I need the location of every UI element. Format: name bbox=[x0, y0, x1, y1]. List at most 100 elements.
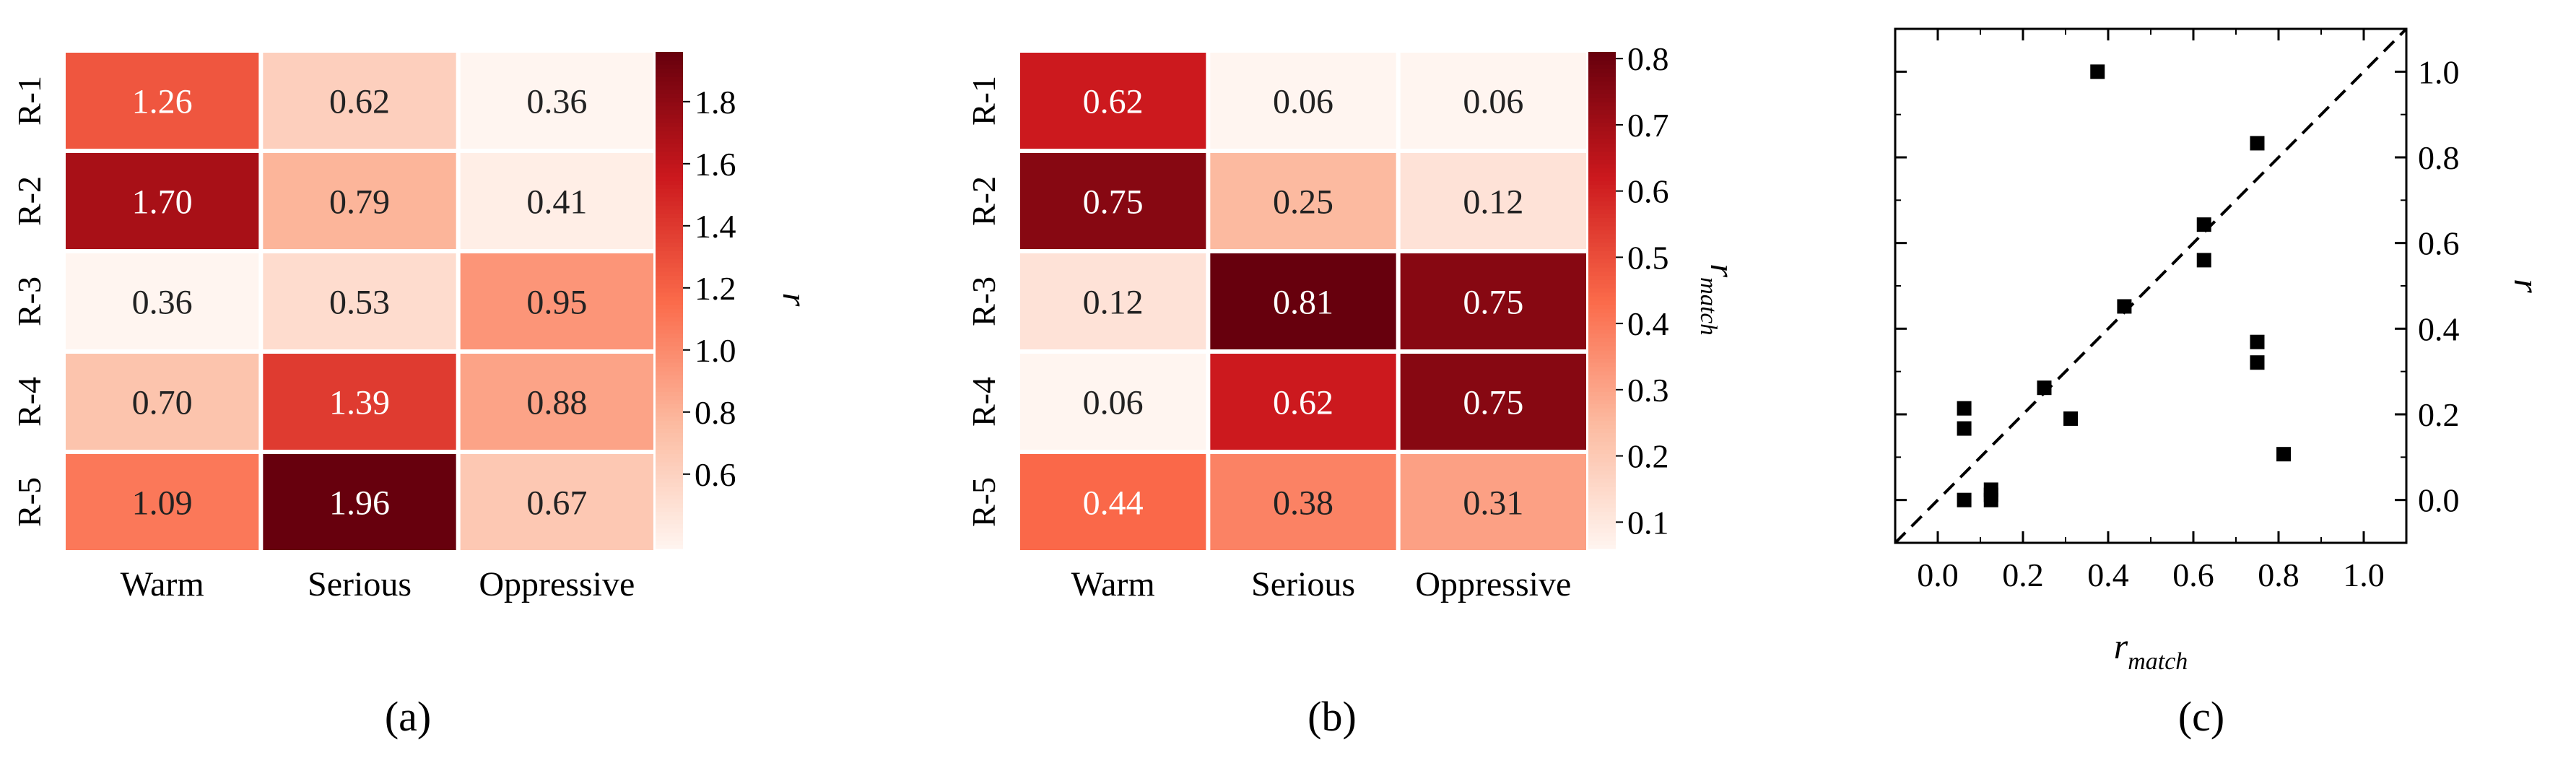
colorbar-segment bbox=[656, 507, 683, 512]
colorbar-tick-label: 0.6 bbox=[695, 456, 736, 493]
colorbar-segment bbox=[1588, 362, 1616, 367]
colorbar-segment bbox=[656, 114, 683, 119]
colorbar-segment bbox=[1588, 424, 1616, 430]
scatter-panel-c: 0.0 0.2 0.4 0.6 0.8 1.00.00.20.40.60.81.0rmat… bbox=[1894, 27, 2547, 740]
colorbar-segment bbox=[1588, 532, 1616, 537]
colorbar-segment bbox=[656, 470, 683, 475]
y-axis-label: r bbox=[2507, 279, 2547, 293]
reference-line bbox=[1894, 27, 2408, 544]
colorbar-segment bbox=[656, 308, 683, 313]
heatmap-cell bbox=[1020, 253, 1206, 349]
heatmap-cell bbox=[1400, 454, 1586, 550]
colorbar-segment bbox=[656, 532, 683, 537]
colorbar-segment bbox=[1588, 242, 1616, 248]
colorbar-segment bbox=[656, 155, 683, 160]
heatmap-cell bbox=[263, 153, 456, 249]
colorbar-segment bbox=[1588, 378, 1616, 384]
colorbar-segment bbox=[656, 536, 683, 541]
colorbar-segment bbox=[1588, 254, 1616, 260]
colorbar-segment bbox=[656, 258, 683, 263]
heatmap-cell bbox=[460, 454, 653, 550]
colorbar-segment bbox=[1588, 230, 1616, 235]
colorbar-segment bbox=[1588, 470, 1616, 475]
colorbar-segment bbox=[1588, 349, 1616, 355]
heatmap-cell bbox=[66, 454, 259, 550]
cell-value-label: 0.67 bbox=[526, 484, 587, 523]
panel-label: (c) bbox=[2178, 693, 2224, 740]
colorbar-segment bbox=[656, 101, 683, 107]
colorbar-segment bbox=[1588, 213, 1616, 218]
colorbar-segment bbox=[656, 110, 683, 115]
colorbar-segment bbox=[656, 366, 683, 372]
colorbar-segment bbox=[656, 354, 683, 359]
row-label: R-4 bbox=[11, 377, 48, 427]
cell-value-label: 0.06 bbox=[1273, 83, 1333, 121]
colorbar-segment bbox=[1588, 507, 1616, 512]
colorbar-segment bbox=[1588, 77, 1616, 82]
colorbar-segment bbox=[656, 337, 683, 342]
colorbar-tick-label: 1.4 bbox=[695, 208, 736, 245]
colorbar-segment bbox=[656, 287, 683, 293]
heatmap-cell bbox=[1400, 253, 1586, 349]
scatter-point bbox=[2196, 253, 2211, 268]
colorbar-segment bbox=[1588, 196, 1616, 201]
colorbar-tick-label: 0.3 bbox=[1627, 372, 1669, 409]
column-label: Serious bbox=[308, 565, 412, 603]
colorbar-segment bbox=[1588, 258, 1616, 263]
colorbar-segment bbox=[656, 72, 683, 77]
colorbar-segment bbox=[656, 56, 683, 61]
colorbar-tick-label: 0.4 bbox=[1627, 305, 1669, 342]
cell-value-label: 0.25 bbox=[1273, 183, 1333, 222]
colorbar-segment bbox=[1588, 341, 1616, 346]
cell-value-label: 0.81 bbox=[1273, 284, 1333, 322]
cell-value-label: 0.06 bbox=[1083, 384, 1144, 422]
colorbar-segment bbox=[656, 445, 683, 450]
row-label: R-3 bbox=[11, 276, 48, 326]
colorbar-segment bbox=[1588, 52, 1616, 57]
colorbar-segment bbox=[1588, 110, 1616, 115]
colorbar-segment bbox=[656, 482, 683, 487]
colorbar-segment bbox=[656, 167, 683, 173]
colorbar-label-base: r bbox=[1703, 263, 1741, 277]
cell-value-label: 0.62 bbox=[1083, 83, 1144, 121]
heatmap-cell bbox=[1210, 153, 1396, 249]
colorbar-segment bbox=[1588, 511, 1616, 516]
colorbar-segment bbox=[1588, 399, 1616, 404]
colorbar-segment bbox=[656, 499, 683, 504]
colorbar-segment bbox=[1588, 494, 1616, 500]
colorbar-segment bbox=[656, 296, 683, 301]
heatmap-cell bbox=[460, 354, 653, 450]
colorbar-segment bbox=[1588, 482, 1616, 487]
colorbar-segment bbox=[1588, 176, 1616, 181]
colorbar-segment bbox=[1588, 201, 1616, 206]
colorbar-segment bbox=[656, 196, 683, 201]
colorbar-segment bbox=[656, 60, 683, 65]
row-label: R-4 bbox=[965, 377, 1002, 427]
scatter-point bbox=[1957, 492, 1972, 507]
y-tick-label: 0.0 bbox=[2418, 482, 2460, 519]
colorbar-segment bbox=[1588, 358, 1616, 363]
heatmap-cell bbox=[1020, 153, 1206, 249]
colorbar-segment bbox=[656, 160, 683, 165]
row-label: R-2 bbox=[11, 176, 48, 226]
colorbar-segment bbox=[1588, 457, 1616, 463]
colorbar-segment bbox=[1588, 536, 1616, 541]
colorbar-segment bbox=[656, 143, 683, 148]
colorbar-segment bbox=[1588, 428, 1616, 434]
heatmap-cell bbox=[66, 354, 259, 450]
heatmap-cell bbox=[460, 153, 653, 249]
colorbar-segment bbox=[1588, 234, 1616, 239]
colorbar-segment bbox=[1588, 370, 1616, 375]
colorbar-segment bbox=[656, 528, 683, 533]
colorbar-segment bbox=[656, 176, 683, 181]
colorbar-segment bbox=[1588, 411, 1616, 417]
colorbar-segment bbox=[1588, 184, 1616, 189]
colorbar-segment bbox=[656, 321, 683, 326]
colorbar-segment bbox=[656, 68, 683, 74]
colorbar-segment bbox=[1588, 466, 1616, 471]
cell-value-label: 0.12 bbox=[1463, 183, 1523, 222]
colorbar-segment bbox=[1588, 151, 1616, 156]
colorbar-segment bbox=[656, 225, 683, 231]
cell-value-label: 0.06 bbox=[1463, 83, 1523, 121]
colorbar-segment bbox=[656, 192, 683, 198]
